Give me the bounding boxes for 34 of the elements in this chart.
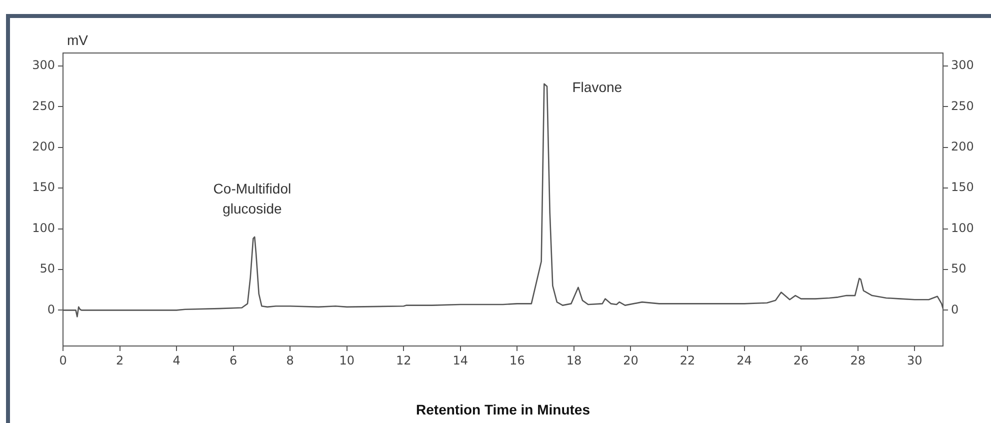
x-tick-label: 6 [230,353,238,368]
x-tick-label: 28 [850,353,866,368]
y-tick-label: 50 [40,262,55,276]
y2-tick-label: 150 [951,180,974,194]
y2-tick-label: 50 [951,262,966,276]
y2-tick-label: 250 [951,98,974,113]
y-tick-label: 300 [32,58,55,72]
x-tick-label: 4 [172,353,180,368]
y2-tick-label: 300 [951,58,974,72]
x-tick-label: 8 [286,353,294,368]
x-tick-label: 12 [396,353,412,368]
x-tick-label: 16 [510,353,525,368]
y-tick-label: 0 [47,302,55,316]
y-tick-label: 200 [32,140,55,154]
y-tick-label: 150 [32,180,55,194]
x-tick-label: 22 [680,353,696,368]
y2-tick-label: 100 [951,220,974,235]
x-tick-label: 14 [452,353,468,368]
x-tick-label: 18 [566,353,582,368]
y-axis-title: mV [67,32,89,48]
x-tick-label: 2 [116,353,124,368]
annotation: Flavone [572,79,622,96]
y-tick-label: 250 [32,98,55,113]
annotation: Co-Multifidol glucoside [213,180,292,216]
x-axis-title: Retention Time in Minutes [416,401,590,418]
x-tick-label: 10 [339,353,355,368]
x-tick-label: 30 [906,353,922,368]
x-tick-label: 26 [793,353,809,368]
x-tick-label: 20 [623,353,638,368]
y-tick-label: 100 [32,220,55,235]
x-tick-label: 24 [736,353,752,368]
y2-tick-label: 0 [951,302,959,316]
x-tick-label: 0 [59,353,67,368]
y2-tick-label: 200 [951,140,974,154]
